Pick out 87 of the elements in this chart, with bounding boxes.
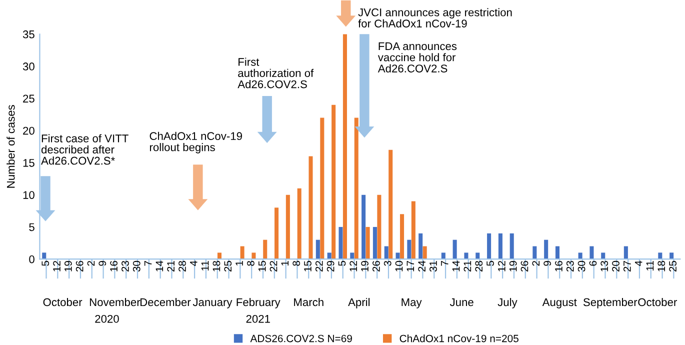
x-tick-label: 29 bbox=[326, 260, 334, 272]
y-tick-label: 5 bbox=[29, 223, 34, 232]
x-tick-label: 7 bbox=[441, 261, 448, 266]
x-tick-label: 5 bbox=[486, 260, 494, 266]
x-tick-label: 2 bbox=[87, 261, 95, 266]
x-tick-label: 20 bbox=[612, 260, 620, 272]
x-tick-label: 9 bbox=[98, 260, 106, 266]
legend-label: ChAdOx1 nCov-19 n=205 bbox=[400, 334, 518, 342]
x-tick-label: 12 bbox=[53, 261, 60, 272]
annotation: First authorization of Ad26.COV2.S bbox=[238, 58, 314, 88]
y-tick-label: 20 bbox=[23, 126, 34, 135]
x-tick-label: 1 bbox=[281, 260, 289, 266]
x-tick-label: 11 bbox=[646, 260, 654, 271]
x-tick-label: 2 bbox=[532, 261, 540, 266]
annotation: First case of VITT described after Ad26.COV2.S* bbox=[41, 134, 128, 165]
x-tick-label: 28 bbox=[178, 260, 186, 272]
x-tick-label: 23 bbox=[566, 260, 574, 272]
y-tick-label: 35 bbox=[22, 30, 34, 38]
x-tick-label: 5 bbox=[42, 260, 50, 266]
annotation: FDA announces vaccine hold for Ad26.COV2.S bbox=[378, 42, 457, 72]
x-tick-label: 3 bbox=[384, 260, 392, 266]
x2-tick-label: May bbox=[402, 298, 422, 308]
x-tick-label: 12 bbox=[498, 261, 506, 272]
x-tick-label: 8 bbox=[247, 260, 254, 266]
x-tick-label: 6 bbox=[589, 260, 597, 266]
x-tick-label: 14 bbox=[156, 260, 164, 272]
x-tick-label: 18 bbox=[658, 260, 666, 272]
x-tick-label: 21 bbox=[167, 260, 174, 272]
x2-tick-label: July bbox=[498, 298, 518, 308]
x2-tick-label: September bbox=[583, 298, 638, 308]
x-tick-label: 19 bbox=[64, 260, 72, 272]
x-tick-label: 22 bbox=[315, 261, 323, 272]
x-tick-label: 22 bbox=[270, 261, 278, 272]
text: 2021 bbox=[246, 314, 270, 323]
x-tick-label: 26 bbox=[372, 260, 380, 272]
y-tick-label: 25 bbox=[23, 94, 34, 103]
x-tick-label: 12 bbox=[350, 261, 357, 272]
x-tick-label: 14 bbox=[452, 260, 460, 272]
x2-tick-label: December bbox=[140, 298, 191, 306]
x-tick-label: 19 bbox=[361, 260, 368, 272]
x-tick-label: 23 bbox=[122, 260, 129, 272]
x-tick-label: 4 bbox=[190, 260, 198, 266]
x-tick-label: 8 bbox=[292, 260, 300, 266]
y-tick-label: 0 bbox=[29, 255, 34, 264]
annotation: ChAdOx1 nCov-19 rollout begins bbox=[150, 132, 242, 154]
x-tick-label: 15 bbox=[258, 260, 266, 272]
x-tick-label: 25 bbox=[224, 260, 232, 272]
x-tick-label: 27 bbox=[623, 261, 631, 272]
x-tick-label: 26 bbox=[76, 260, 84, 272]
x-tick-label: 30 bbox=[578, 260, 586, 272]
x2-tick-label: April bbox=[348, 298, 370, 308]
x-tick-label: 25 bbox=[669, 260, 676, 272]
x-tick-label: 11 bbox=[201, 260, 209, 271]
x-tick-label: 18 bbox=[212, 260, 220, 272]
x-tick-label: 31 bbox=[430, 260, 437, 272]
x-tick-label: 30 bbox=[132, 260, 140, 272]
x2-tick-label: June bbox=[450, 298, 474, 306]
x-tick-label: 13 bbox=[600, 260, 608, 272]
text: JVCI announces age restriction for ChAdOx1 nCov-19 bbox=[358, 8, 512, 28]
x-tick-label: 17 bbox=[406, 261, 414, 272]
x2-tick-label: March bbox=[294, 298, 324, 306]
text: 2020 bbox=[95, 314, 119, 323]
x-tick-label: 5 bbox=[338, 260, 346, 266]
x-tick-label: 4 bbox=[634, 260, 642, 266]
x2-tick-label: November bbox=[90, 298, 140, 306]
legend-label: ADS26.COV2.S N=69 bbox=[250, 334, 352, 342]
x-tick-label: 10 bbox=[395, 260, 403, 272]
x-tick-label: 16 bbox=[110, 260, 118, 272]
y-axis-title: Number of cases bbox=[6, 105, 15, 188]
x-tick-label: 7 bbox=[144, 261, 152, 266]
x-tick-label: 15 bbox=[304, 260, 312, 272]
x-tick-label: 1 bbox=[236, 260, 243, 266]
y-tick-label: 10 bbox=[23, 191, 34, 199]
y-tick-label: 15 bbox=[23, 159, 34, 167]
x-tick-label: 16 bbox=[555, 260, 562, 272]
x-tick-label: 28 bbox=[475, 260, 483, 272]
x-tick-label: 21 bbox=[464, 260, 472, 272]
x2-tick-label: August bbox=[542, 298, 577, 308]
x-tick-label: 24 bbox=[418, 260, 426, 272]
x-tick-label: 26 bbox=[520, 260, 528, 272]
x-tick-label: 9 bbox=[544, 260, 551, 266]
x2-tick-label: October bbox=[43, 298, 82, 306]
x2-tick-label: February bbox=[236, 298, 280, 308]
y-tick-label: 30 bbox=[22, 62, 34, 70]
x-tick-label: 19 bbox=[509, 260, 517, 272]
x2-tick-label: January bbox=[192, 298, 232, 308]
x2-tick-label: October bbox=[638, 298, 677, 306]
